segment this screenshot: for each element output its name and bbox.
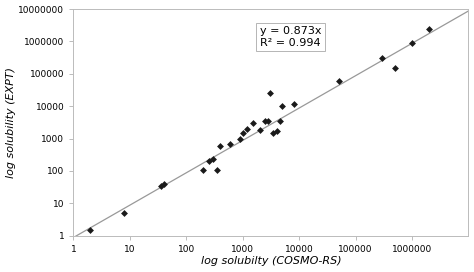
Point [261,119,269,123]
Point [227,141,234,146]
Point [200,167,207,172]
Point [391,66,399,70]
Point [217,144,224,148]
Point [160,182,168,186]
Point [237,136,244,141]
Point [425,26,433,31]
Point [213,167,221,172]
Point [249,121,256,125]
X-axis label: log solubilty (COSMO-RS): log solubilty (COSMO-RS) [201,256,341,267]
Point [276,119,283,123]
Point [408,41,416,45]
Point [256,128,264,132]
Point [243,126,251,131]
Point [379,56,386,61]
Point [205,159,212,163]
Point [335,79,342,83]
Point [210,157,217,161]
Text: y = 0.873x
R² = 0.994: y = 0.873x R² = 0.994 [260,26,321,48]
Point [270,131,277,135]
Point [87,228,94,232]
Y-axis label: log solubility (EXPT): log solubility (EXPT) [6,67,16,178]
Point [157,184,164,188]
Point [266,91,273,95]
Point [273,129,281,133]
Point [290,101,298,106]
Point [264,119,272,123]
Point [120,211,128,215]
Point [278,104,286,108]
Point [239,131,246,135]
